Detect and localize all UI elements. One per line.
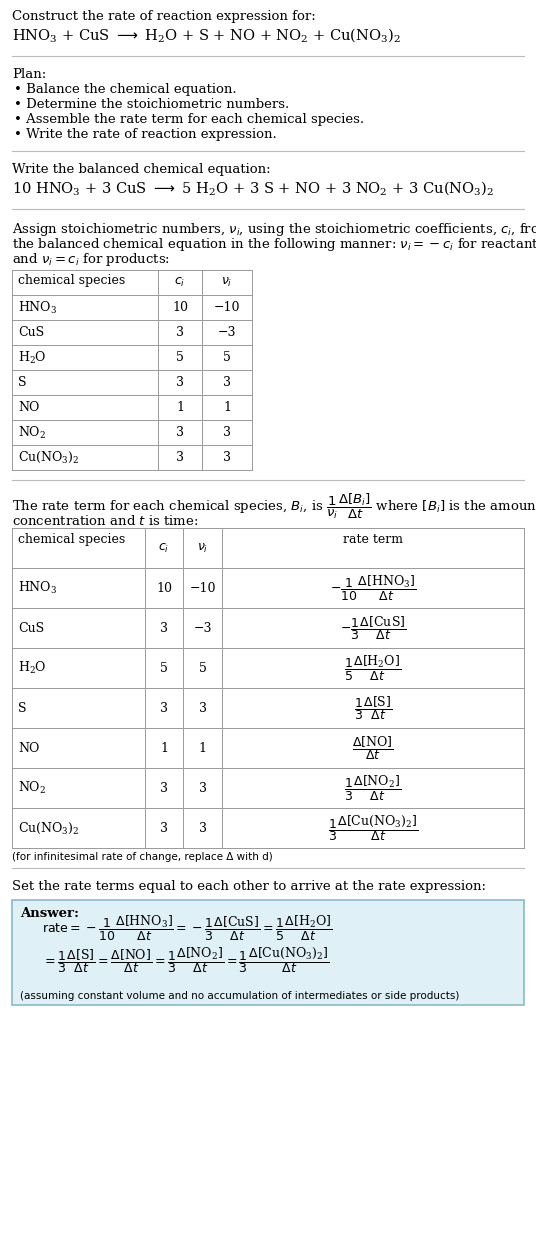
Text: Set the rate terms equal to each other to arrive at the rate expression:: Set the rate terms equal to each other t… bbox=[12, 880, 486, 893]
Text: $\dfrac{1}{3}\dfrac{\Delta[\mathregular{Cu(NO_3)_2}]}{\Delta t}$: $\dfrac{1}{3}\dfrac{\Delta[\mathregular{… bbox=[328, 813, 418, 843]
Text: • Balance the chemical equation.: • Balance the chemical equation. bbox=[14, 83, 236, 97]
Text: 3: 3 bbox=[176, 326, 184, 339]
Text: rate term: rate term bbox=[343, 533, 403, 545]
Text: the balanced chemical equation in the following manner: $\nu_i = -c_i$ for react: the balanced chemical equation in the fo… bbox=[12, 236, 536, 253]
Text: 3: 3 bbox=[198, 781, 206, 795]
Text: S: S bbox=[18, 376, 26, 389]
Text: (for infinitesimal rate of change, replace Δ with d): (for infinitesimal rate of change, repla… bbox=[12, 851, 273, 861]
Text: $-\dfrac{1}{10}\dfrac{\Delta[\mathregular{HNO_3}]}{\Delta t}$: $-\dfrac{1}{10}\dfrac{\Delta[\mathregula… bbox=[330, 573, 416, 602]
Text: • Write the rate of reaction expression.: • Write the rate of reaction expression. bbox=[14, 128, 277, 140]
Text: CuS: CuS bbox=[18, 326, 44, 339]
Text: 3: 3 bbox=[198, 701, 206, 715]
Text: 3: 3 bbox=[176, 451, 184, 464]
Text: −3: −3 bbox=[218, 326, 236, 339]
Text: −3: −3 bbox=[193, 622, 212, 635]
Text: 3: 3 bbox=[160, 781, 168, 795]
Text: • Determine the stoichiometric numbers.: • Determine the stoichiometric numbers. bbox=[14, 98, 289, 112]
Text: $\dfrac{1}{3}\dfrac{\Delta[\mathregular{S}]}{\Delta t}$: $\dfrac{1}{3}\dfrac{\Delta[\mathregular{… bbox=[354, 693, 392, 722]
Text: 3: 3 bbox=[160, 821, 168, 834]
Text: • Assemble the rate term for each chemical species.: • Assemble the rate term for each chemic… bbox=[14, 113, 364, 125]
Text: 3: 3 bbox=[223, 451, 231, 464]
Text: CuS: CuS bbox=[18, 622, 44, 635]
Text: $\mathregular{H_2O}$: $\mathregular{H_2O}$ bbox=[18, 660, 47, 676]
Text: The rate term for each chemical species, $B_i$, is $\dfrac{1}{\nu_i}\dfrac{\Delt: The rate term for each chemical species,… bbox=[12, 492, 536, 522]
Text: 3: 3 bbox=[176, 376, 184, 389]
Text: Write the balanced chemical equation:: Write the balanced chemical equation: bbox=[12, 163, 271, 176]
Text: Construct the rate of reaction expression for:: Construct the rate of reaction expressio… bbox=[12, 10, 316, 23]
Text: 10 $\mathregular{HNO_3}$ + 3 CuS $\longrightarrow$ 5 $\mathregular{H_2O}$ + 3 S : 10 $\mathregular{HNO_3}$ + 3 CuS $\longr… bbox=[12, 179, 494, 197]
FancyBboxPatch shape bbox=[12, 900, 524, 1004]
Text: NO: NO bbox=[18, 401, 39, 414]
Text: $\dfrac{1}{3}\dfrac{\Delta[\mathregular{NO_2}]}{\Delta t}$: $\dfrac{1}{3}\dfrac{\Delta[\mathregular{… bbox=[345, 774, 401, 803]
Text: Assign stoichiometric numbers, $\nu_i$, using the stoichiometric coefficients, $: Assign stoichiometric numbers, $\nu_i$, … bbox=[12, 221, 536, 238]
Text: Plan:: Plan: bbox=[12, 68, 46, 82]
Text: $\nu_i$: $\nu_i$ bbox=[197, 542, 208, 554]
Text: $\nu_i$: $\nu_i$ bbox=[221, 276, 233, 290]
Text: $\mathregular{HNO_3}$: $\mathregular{HNO_3}$ bbox=[18, 300, 57, 316]
Text: 5: 5 bbox=[223, 351, 231, 364]
Text: NO: NO bbox=[18, 741, 39, 755]
Text: $c_i$: $c_i$ bbox=[158, 542, 169, 554]
Text: $\mathregular{Cu(NO_3)_2}$: $\mathregular{Cu(NO_3)_2}$ bbox=[18, 820, 79, 835]
Text: 10: 10 bbox=[172, 301, 188, 314]
Text: 5: 5 bbox=[176, 351, 184, 364]
Text: S: S bbox=[18, 701, 26, 715]
Text: 5: 5 bbox=[160, 662, 168, 675]
Text: 1: 1 bbox=[160, 741, 168, 755]
Text: $\mathrm{rate} = -\dfrac{1}{10}\dfrac{\Delta[\mathregular{HNO_3}]}{\Delta t} = -: $\mathrm{rate} = -\dfrac{1}{10}\dfrac{\D… bbox=[42, 913, 332, 943]
Text: $\mathregular{NO_2}$: $\mathregular{NO_2}$ bbox=[18, 424, 46, 440]
Text: and $\nu_i = c_i$ for products:: and $\nu_i = c_i$ for products: bbox=[12, 251, 170, 268]
Text: concentration and $t$ is time:: concentration and $t$ is time: bbox=[12, 514, 198, 528]
Text: 3: 3 bbox=[160, 622, 168, 635]
Text: 3: 3 bbox=[223, 376, 231, 389]
Text: 3: 3 bbox=[198, 821, 206, 834]
Text: Answer:: Answer: bbox=[20, 907, 79, 920]
Text: $\dfrac{1}{5}\dfrac{\Delta[\mathregular{H_2O}]}{\Delta t}$: $\dfrac{1}{5}\dfrac{\Delta[\mathregular{… bbox=[345, 653, 401, 682]
Text: −10: −10 bbox=[189, 582, 216, 594]
Text: $-\dfrac{1}{3}\dfrac{\Delta[\mathregular{CuS}]}{\Delta t}$: $-\dfrac{1}{3}\dfrac{\Delta[\mathregular… bbox=[340, 614, 406, 642]
Text: 3: 3 bbox=[223, 426, 231, 439]
Text: chemical species: chemical species bbox=[18, 533, 125, 545]
Text: $c_i$: $c_i$ bbox=[174, 276, 185, 290]
Text: $\mathregular{H_2O}$: $\mathregular{H_2O}$ bbox=[18, 350, 47, 366]
Text: 10: 10 bbox=[156, 582, 172, 594]
Text: $\dfrac{\Delta[\mathregular{NO}]}{\Delta t}$: $\dfrac{\Delta[\mathregular{NO}]}{\Delta… bbox=[352, 734, 394, 762]
Text: $\mathregular{HNO_3}$: $\mathregular{HNO_3}$ bbox=[18, 579, 57, 596]
Text: 1: 1 bbox=[176, 401, 184, 414]
Text: $\mathregular{Cu(NO_3)_2}$: $\mathregular{Cu(NO_3)_2}$ bbox=[18, 450, 79, 465]
Text: $\mathregular{NO_2}$: $\mathregular{NO_2}$ bbox=[18, 780, 46, 796]
Text: 3: 3 bbox=[160, 701, 168, 715]
Text: −10: −10 bbox=[214, 301, 240, 314]
Text: 1: 1 bbox=[223, 401, 231, 414]
Text: 3: 3 bbox=[176, 426, 184, 439]
Text: $\mathregular{HNO_3}$ + CuS $\longrightarrow$ $\mathregular{H_2O}$ + S + NO + $\: $\mathregular{HNO_3}$ + CuS $\longrighta… bbox=[12, 26, 401, 44]
Text: (assuming constant volume and no accumulation of intermediates or side products): (assuming constant volume and no accumul… bbox=[20, 991, 459, 1001]
Text: 5: 5 bbox=[198, 662, 206, 675]
Text: 1: 1 bbox=[198, 741, 206, 755]
Text: $= \dfrac{1}{3}\dfrac{\Delta[\mathregular{S}]}{\Delta t} = \dfrac{\Delta[\mathre: $= \dfrac{1}{3}\dfrac{\Delta[\mathregula… bbox=[42, 946, 330, 974]
Text: chemical species: chemical species bbox=[18, 275, 125, 287]
